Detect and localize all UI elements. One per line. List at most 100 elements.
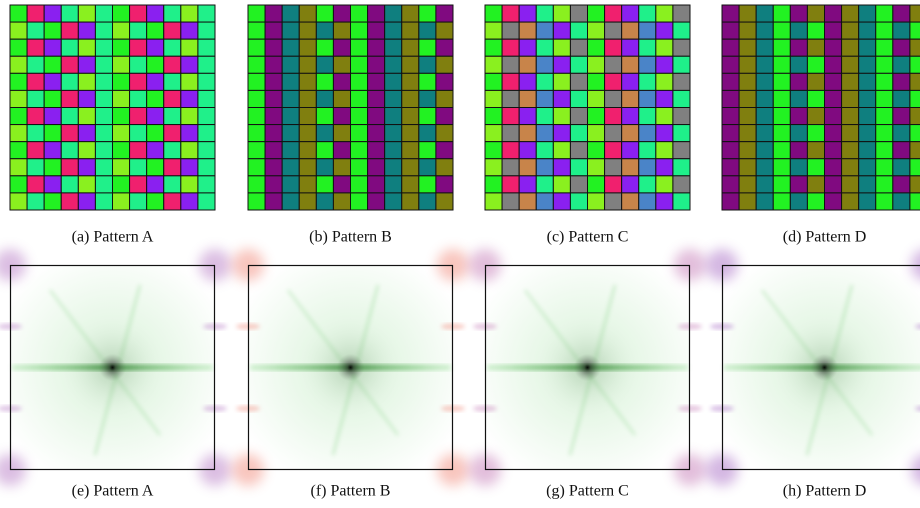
cfa-cell bbox=[130, 22, 147, 39]
cfa-cell bbox=[333, 159, 350, 176]
cfa-cell bbox=[368, 108, 385, 125]
cfa-cell bbox=[893, 176, 910, 193]
cfa-cell bbox=[825, 125, 842, 142]
cfa-cell bbox=[570, 22, 587, 39]
cfa-pattern bbox=[10, 5, 215, 210]
cfa-cell bbox=[570, 142, 587, 159]
cfa-cell bbox=[722, 176, 739, 193]
cfa-cell bbox=[61, 56, 78, 73]
cfa-cell bbox=[95, 108, 112, 125]
cfa-cell bbox=[588, 5, 605, 22]
cfa-cell bbox=[910, 90, 920, 107]
cfa-cell bbox=[368, 193, 385, 210]
cfa-pattern bbox=[722, 5, 920, 210]
cfa-cell bbox=[10, 39, 27, 56]
cfa-cell bbox=[385, 125, 402, 142]
cfa-cell bbox=[385, 193, 402, 210]
cfa-cell bbox=[316, 73, 333, 90]
cfa-cell bbox=[639, 73, 656, 90]
cfa-cell bbox=[859, 176, 876, 193]
cfa-cell bbox=[419, 5, 436, 22]
cfa-cell bbox=[722, 108, 739, 125]
cfa-cell bbox=[673, 159, 690, 176]
cfa-cell bbox=[198, 56, 215, 73]
cfa-cell bbox=[95, 193, 112, 210]
cfa-cell bbox=[502, 73, 519, 90]
cfa-cell bbox=[181, 176, 198, 193]
cfa-cell bbox=[265, 39, 282, 56]
cfa-cell bbox=[10, 90, 27, 107]
caption: (h) Pattern D bbox=[783, 483, 867, 500]
cfa-cell bbox=[570, 90, 587, 107]
cfa-cell bbox=[485, 73, 502, 90]
cfa-cell bbox=[299, 108, 316, 125]
cfa-cell bbox=[807, 142, 824, 159]
cfa-cell bbox=[553, 159, 570, 176]
cfa-cell bbox=[351, 142, 368, 159]
cfa-cell bbox=[756, 22, 773, 39]
cfa-cell bbox=[44, 159, 61, 176]
cfa-cell bbox=[27, 159, 44, 176]
cfa-cell bbox=[673, 142, 690, 159]
cfa-cell bbox=[588, 108, 605, 125]
cfa-cell bbox=[385, 176, 402, 193]
cfa-cell bbox=[536, 73, 553, 90]
cfa-cell bbox=[536, 142, 553, 159]
cfa-cell bbox=[656, 39, 673, 56]
cfa-cell bbox=[622, 193, 639, 210]
cfa-cell bbox=[739, 176, 756, 193]
cfa-cell bbox=[164, 159, 181, 176]
cfa-cell bbox=[842, 193, 859, 210]
cfa-cell bbox=[842, 56, 859, 73]
cfa-cell bbox=[842, 5, 859, 22]
cfa-cell bbox=[27, 125, 44, 142]
cfa-cell bbox=[622, 73, 639, 90]
caption: (f) Pattern B bbox=[311, 483, 391, 500]
cfa-cell bbox=[282, 5, 299, 22]
cfa-cell bbox=[739, 5, 756, 22]
cfa-cell bbox=[113, 56, 130, 73]
cfa-cell bbox=[181, 159, 198, 176]
cfa-cell bbox=[10, 125, 27, 142]
cfa-cell bbox=[351, 108, 368, 125]
cfa-cell bbox=[722, 125, 739, 142]
cfa-cell bbox=[790, 159, 807, 176]
cfa-cell bbox=[842, 108, 859, 125]
cfa-cell bbox=[605, 108, 622, 125]
cfa-cell bbox=[27, 193, 44, 210]
figure: (a) Pattern A(e) Pattern A(b) Pattern B(… bbox=[0, 0, 920, 508]
cfa-cell bbox=[27, 39, 44, 56]
cfa-cell bbox=[673, 176, 690, 193]
cfa-cell bbox=[842, 159, 859, 176]
cfa-cell bbox=[147, 142, 164, 159]
cfa-cell bbox=[316, 125, 333, 142]
cfa-cell bbox=[502, 22, 519, 39]
cfa-cell bbox=[536, 5, 553, 22]
cfa-cell bbox=[316, 193, 333, 210]
cfa-cell bbox=[859, 159, 876, 176]
cfa-cell bbox=[739, 108, 756, 125]
cfa-cell bbox=[385, 5, 402, 22]
cfa-cell bbox=[282, 73, 299, 90]
cfa-cell bbox=[893, 142, 910, 159]
cfa-cell bbox=[536, 176, 553, 193]
cfa-cell bbox=[10, 159, 27, 176]
cfa-cell bbox=[248, 73, 265, 90]
cfa-cell bbox=[910, 125, 920, 142]
cfa-cell bbox=[282, 176, 299, 193]
cfa-cell bbox=[790, 56, 807, 73]
cfa-cell bbox=[78, 142, 95, 159]
cfa-cell bbox=[622, 5, 639, 22]
dc-peak bbox=[296, 313, 406, 423]
cfa-cell bbox=[519, 108, 536, 125]
cfa-cell bbox=[553, 108, 570, 125]
cfa-cell bbox=[44, 73, 61, 90]
cfa-cell bbox=[265, 176, 282, 193]
cfa-cell bbox=[402, 73, 419, 90]
cfa-cell bbox=[756, 193, 773, 210]
cfa-cell bbox=[756, 56, 773, 73]
cfa-cell bbox=[588, 39, 605, 56]
cfa-cell bbox=[10, 73, 27, 90]
cfa-cell bbox=[78, 22, 95, 39]
cfa-cell bbox=[61, 108, 78, 125]
